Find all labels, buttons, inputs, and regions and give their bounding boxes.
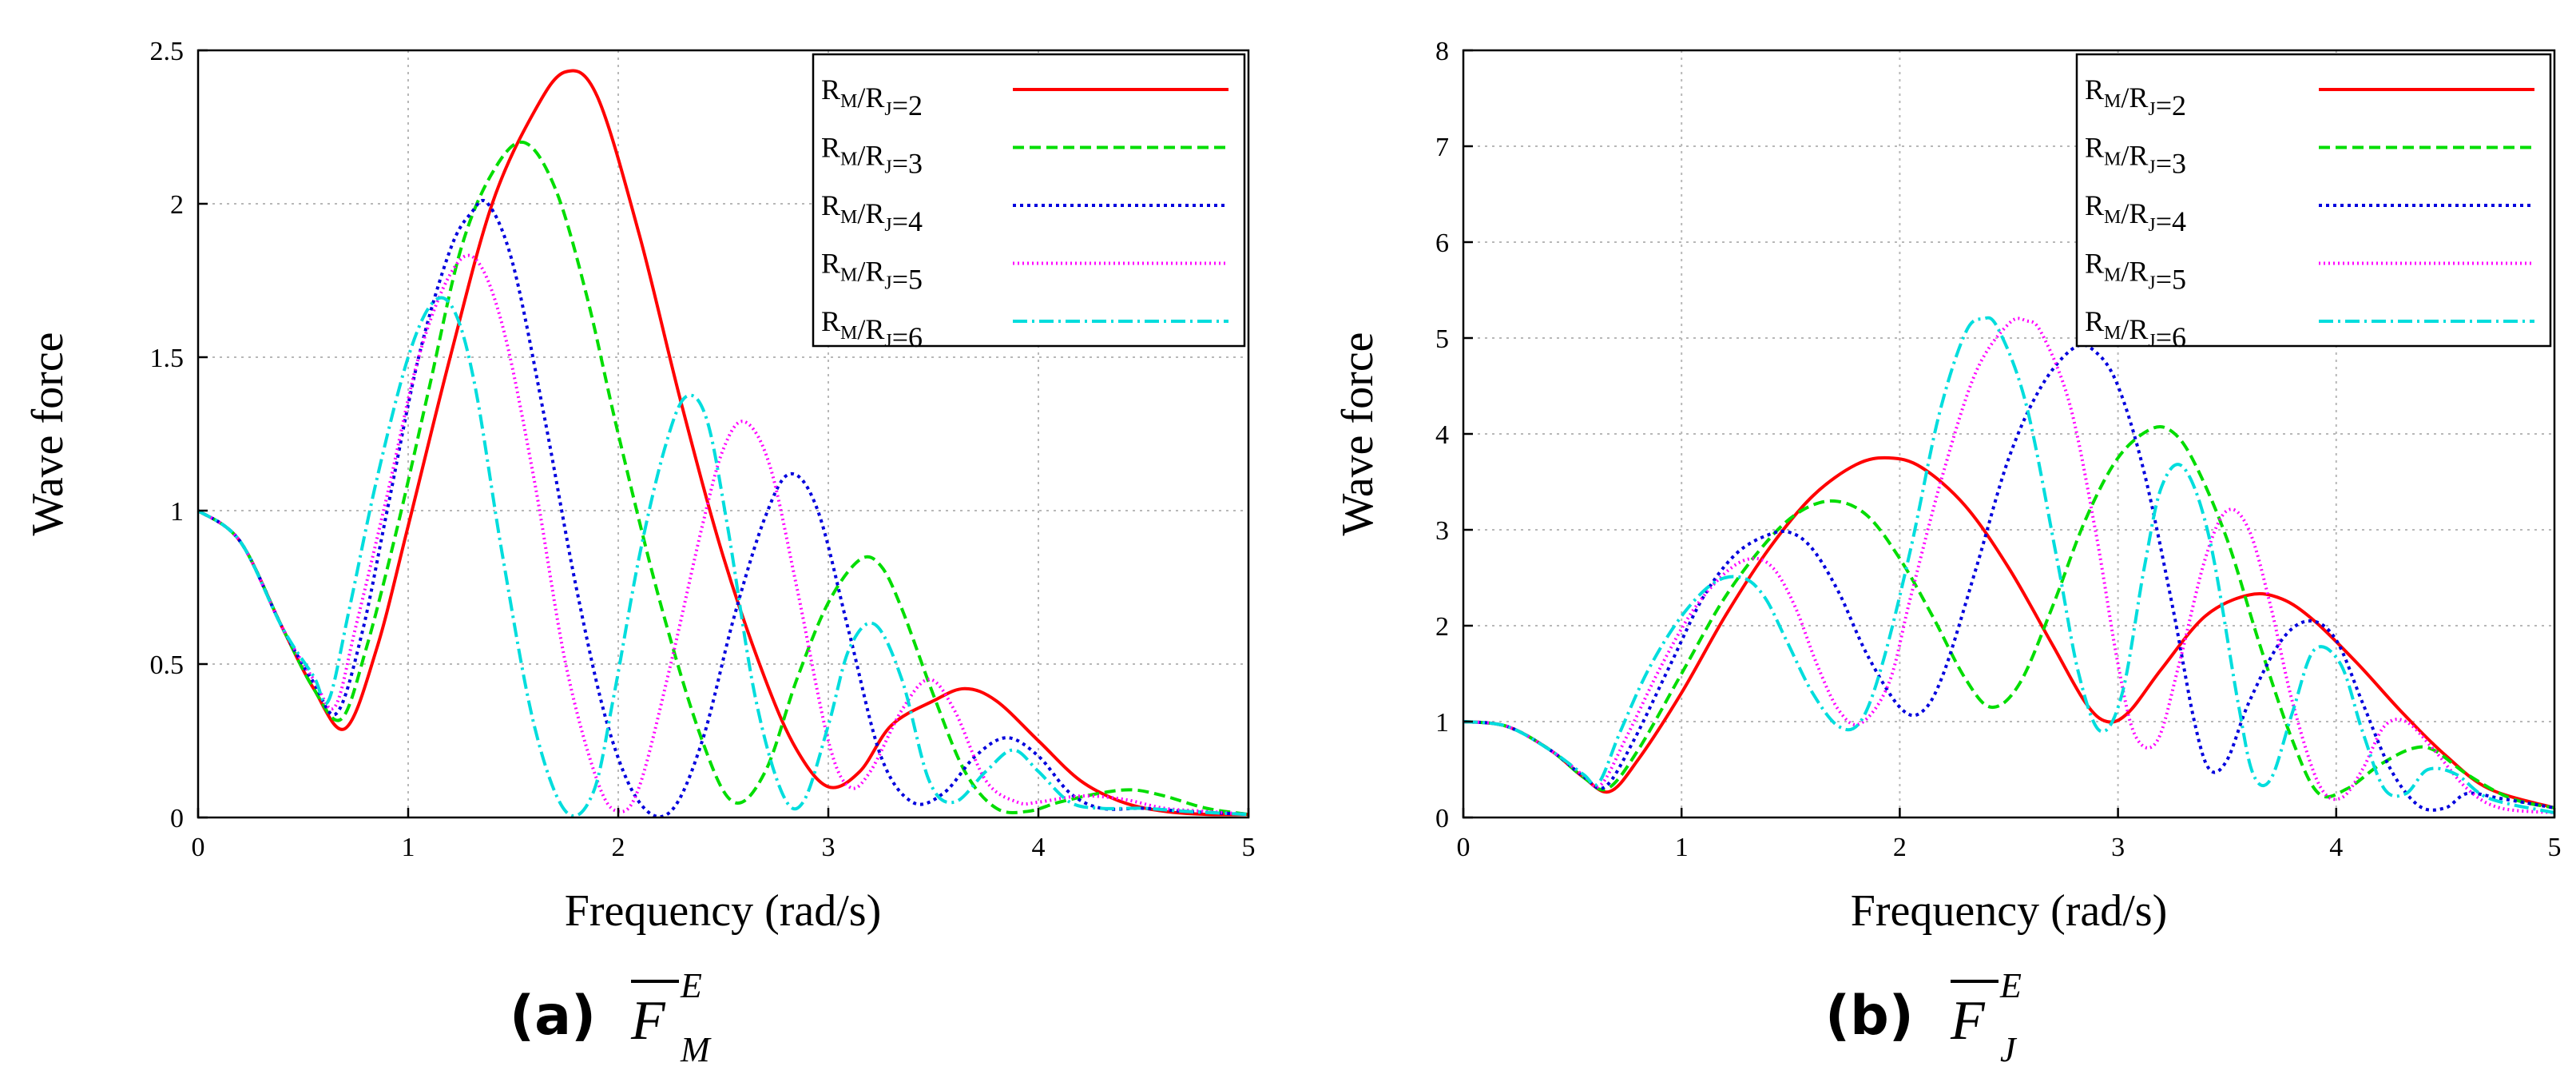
panel-b-series-ratio-4 xyxy=(1463,343,2555,812)
panel-a-y-tick-label: 2 xyxy=(170,190,184,220)
panel-b-series-ratio-2 xyxy=(1463,455,2555,809)
panel-b-caption-superscript: E xyxy=(1999,966,2022,1005)
panel-b-legend-entry: RM/RJ=2 xyxy=(2085,74,2534,121)
panel-b-legend-entry: RM/RJ=5 xyxy=(2085,248,2534,296)
panel-a-y-axis-label: Wave force xyxy=(23,332,73,535)
panel-b-legend-label: RM/RJ=5 xyxy=(2085,248,2186,296)
panel-b-y-tick-label: 7 xyxy=(1435,133,1449,162)
panel-a-legend-label: RM/RJ=4 xyxy=(821,189,923,237)
panel-a-series-ratio-5 xyxy=(196,253,1249,817)
panel-b-ticks: 0 1 2 3 4 5 0 1 2 3 4 5 6 7 8 xyxy=(1435,37,2562,862)
panel-a-y-tick-label: 2.5 xyxy=(150,37,185,66)
panel-a-legend-label: RM/RJ=3 xyxy=(821,132,923,180)
panel-b-y-tick-label: 1 xyxy=(1435,708,1449,738)
panel-b-legend-label: RM/RJ=2 xyxy=(2085,74,2186,121)
panel-a-caption-superscript: E xyxy=(680,966,702,1005)
panel-b-y-tick-label: 8 xyxy=(1435,37,1449,66)
panel-b-x-tick-label: 2 xyxy=(1893,833,1907,862)
panel-a-ticks: 0 1 2 3 4 5 0 0.5 1 1.5 2 2.5 xyxy=(150,37,1256,862)
panel-a-caption-subscript: M xyxy=(680,1030,712,1069)
panel-a-x-tick-label: 5 xyxy=(1242,833,1256,862)
panel-a-caption: (a) F E M xyxy=(510,966,712,1069)
panel-a-y-tick-label: 1 xyxy=(170,497,184,527)
panel-b-series-ratio-6 xyxy=(1463,316,2555,814)
panel-b-y-tick-label: 6 xyxy=(1435,229,1449,258)
panel-b-y-tick-label: 3 xyxy=(1435,516,1449,546)
panel-a-legend-label: RM/RJ=5 xyxy=(821,248,923,296)
panel-b-x-tick-label: 3 xyxy=(2111,833,2125,862)
panel-b-legend-label: RM/RJ=6 xyxy=(2085,305,2186,353)
panel-b-x-tick-label: 1 xyxy=(1675,833,1689,862)
panel-a-x-axis-label: Frequency (rad/s) xyxy=(565,886,882,936)
panel-a-legend-entry: RM/RJ=3 xyxy=(821,132,1228,180)
panel-a-y-tick-label: 1.5 xyxy=(150,344,185,373)
panel-a-legend: RM/RJ=2 RM/RJ=3 RM/RJ=4 RM/RJ=5 RM/RJ=6 xyxy=(812,53,1246,353)
panel-a-legend-entry: RM/RJ=2 xyxy=(821,74,1228,121)
panel-b-y-tick-label: 2 xyxy=(1435,612,1449,642)
panel-a-legend-box xyxy=(812,53,1246,348)
panel-a-series-ratio-4 xyxy=(196,198,1249,819)
panel-a-y-tick-label: 0 xyxy=(170,804,184,833)
panel-a-caption-symbol: F xyxy=(630,990,666,1052)
panel-a-plot-frame xyxy=(196,49,1250,819)
panel-b-chart: 0 1 2 3 4 5 0 1 2 3 4 5 6 7 8 Frequency (rad/s) Wave f… xyxy=(1333,37,2562,1069)
panel-b-caption-subscript: J xyxy=(2000,1030,2018,1069)
panel-a-x-tick-label: 0 xyxy=(192,833,205,862)
panel-a-x-tick-label: 4 xyxy=(1032,833,1046,862)
panel-b-legend-label: RM/RJ=3 xyxy=(2085,132,2186,180)
panel-b-legend-box xyxy=(2075,53,2552,348)
panel-b-y-tick-label: 5 xyxy=(1435,324,1449,354)
panel-a-legend-label: RM/RJ=6 xyxy=(821,305,923,353)
panel-a-series-ratio-2 xyxy=(196,69,1249,817)
panel-b-x-tick-label: 5 xyxy=(2548,833,2562,862)
panel-b-caption-symbol: F xyxy=(1950,990,1986,1052)
panel-b-series xyxy=(1463,316,2555,814)
panel-a-legend-entry: RM/RJ=5 xyxy=(821,248,1228,296)
panel-b-series-ratio-5 xyxy=(1463,316,2555,814)
panel-a-caption-label: (a) xyxy=(510,985,596,1048)
panel-a-x-tick-label: 1 xyxy=(402,833,415,862)
panel-a-series-ratio-3 xyxy=(196,141,1249,817)
panel-a-chart: 0 1 2 3 4 5 0 0.5 1 1.5 2 2.5 Frequency (rad/s) Wav… xyxy=(23,37,1256,1069)
panel-a-legend-entry: RM/RJ=6 xyxy=(821,305,1228,353)
panel-a-legend-label: RM/RJ=2 xyxy=(821,74,923,121)
panel-b-y-tick-label: 4 xyxy=(1435,420,1449,450)
panel-b-x-tick-label: 4 xyxy=(2329,833,2343,862)
panel-a-x-tick-label: 2 xyxy=(612,833,625,862)
panel-a-x-tick-label: 3 xyxy=(822,833,836,862)
panel-b-series-ratio-3 xyxy=(1463,424,2555,809)
panel-a-legend-entry: RM/RJ=4 xyxy=(821,189,1228,237)
panel-a-series-ratio-6 xyxy=(196,296,1249,818)
panel-b-caption: (b) F E J xyxy=(1825,966,2022,1069)
panel-b-legend-entry: RM/RJ=3 xyxy=(2085,132,2534,180)
panel-b-legend-entry: RM/RJ=4 xyxy=(2085,189,2534,237)
panel-b-y-axis-label: Wave force xyxy=(1333,332,1383,535)
panel-b-y-tick-label: 0 xyxy=(1435,804,1449,833)
panel-a-y-tick-label: 0.5 xyxy=(150,650,185,680)
panel-b-x-axis-label: Frequency (rad/s) xyxy=(1851,886,2168,936)
panel-b-x-tick-label: 0 xyxy=(1457,833,1471,862)
panel-b-grid xyxy=(1463,50,2554,817)
panel-b-caption-label: (b) xyxy=(1825,985,1914,1048)
panel-b-legend-label: RM/RJ=4 xyxy=(2085,189,2186,237)
panel-b-legend-entry: RM/RJ=6 xyxy=(2085,305,2534,353)
panel-b-legend: RM/RJ=2 RM/RJ=3 RM/RJ=4 RM/RJ=5 RM/RJ=6 xyxy=(2075,53,2552,353)
panel-a-series xyxy=(196,69,1249,819)
